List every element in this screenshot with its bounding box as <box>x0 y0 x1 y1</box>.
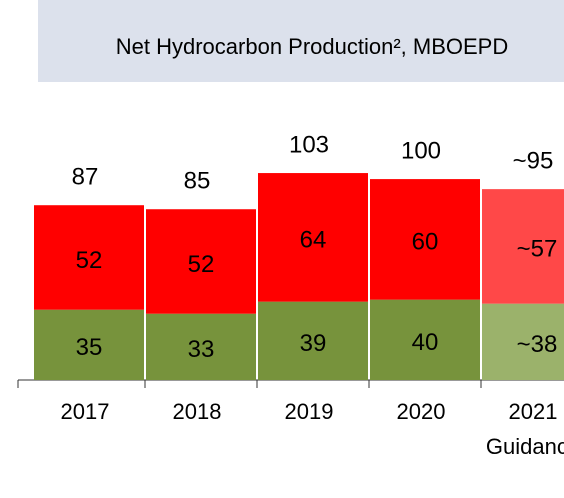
bar-segment <box>370 179 480 300</box>
segment-label: 60 <box>412 229 439 256</box>
segment-label: 52 <box>188 251 215 278</box>
total-label: 100 <box>401 137 441 164</box>
bar-segment <box>146 313 256 380</box>
total-label: 87 <box>72 164 99 191</box>
chart-title: Net Hydrocarbon Production², MBOEPD <box>116 34 509 59</box>
category-annotation: Guidance <box>486 434 564 459</box>
segment-label: 52 <box>76 247 103 274</box>
segment-label: 64 <box>300 227 327 254</box>
x-tick-label: 2017 <box>61 399 110 424</box>
bar-segment <box>370 299 480 380</box>
segment-label: ~38 <box>517 331 558 358</box>
x-tick-label: 2021 <box>509 399 558 424</box>
bar-segment <box>146 209 256 314</box>
segment-label: 33 <box>188 336 215 363</box>
x-tick-label: 2018 <box>173 399 222 424</box>
segment-label: 35 <box>76 334 103 361</box>
segment-label: 40 <box>412 329 439 356</box>
segment-label: ~57 <box>517 236 558 263</box>
total-label: 103 <box>289 131 329 158</box>
bar-segment <box>34 309 144 380</box>
total-label: ~95 <box>513 147 554 174</box>
bar-segment <box>258 173 368 302</box>
bar-segment <box>482 189 564 304</box>
segment-label: 39 <box>300 330 327 357</box>
bar-segment <box>258 301 368 380</box>
total-label: 85 <box>184 168 211 195</box>
x-tick-label: 2020 <box>397 399 446 424</box>
title-box <box>38 0 564 82</box>
bar-segment <box>34 205 144 310</box>
bar-segment <box>482 303 564 380</box>
x-tick-label: 2019 <box>285 399 334 424</box>
